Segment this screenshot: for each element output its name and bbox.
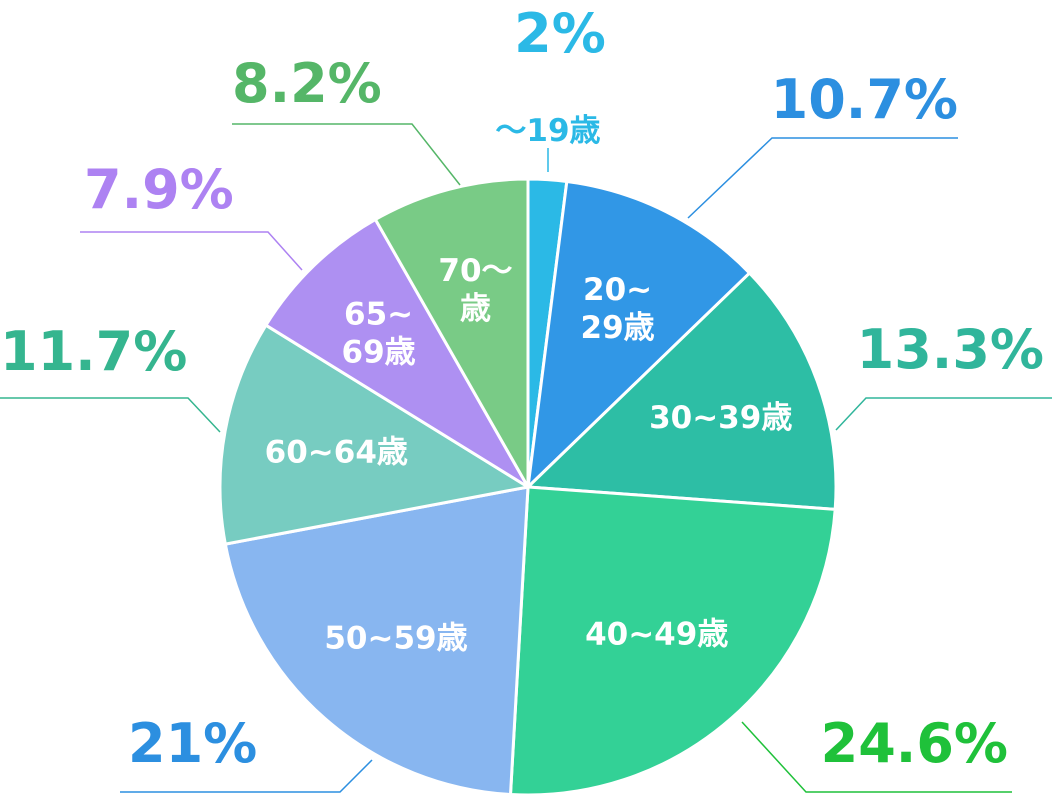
value-label-0: 2% <box>514 2 606 65</box>
slice-category-label: 〜19歳 <box>495 113 600 149</box>
leader-line-7 <box>232 123 461 186</box>
value-label-6: 7.9% <box>84 158 234 221</box>
slice-category-label: 30~39歳 <box>649 400 792 436</box>
leader-line-2 <box>835 397 1052 431</box>
slice-category-line: 69歳 <box>342 334 416 370</box>
slice-category-line: 40~49歳 <box>585 617 728 653</box>
slice-category-line: 29歳 <box>581 310 655 346</box>
leader-line-5 <box>0 397 221 433</box>
pie-slice-1 <box>526 179 752 489</box>
pie-slice-4 <box>223 485 530 796</box>
slice-category-label: 40~49歳 <box>585 617 728 653</box>
slice-category-line: 50~59歳 <box>324 620 467 656</box>
slice-category-line: 60~64歳 <box>265 435 408 471</box>
leader-line-4 <box>120 759 373 793</box>
pie-slice-7 <box>373 177 530 489</box>
pie-slice-5 <box>218 323 530 546</box>
value-label-7: 8.2% <box>232 52 382 115</box>
value-label-4: 21% <box>128 712 257 775</box>
value-label-3: 24.6% <box>821 712 1008 775</box>
slice-category-label: 20~ 29歳 <box>581 272 655 346</box>
pie-slice-2 <box>526 271 838 511</box>
slice-category-line: 65~ <box>344 296 413 332</box>
leader-line-3 <box>741 721 1012 793</box>
slice-category-line: 70〜 <box>438 253 512 289</box>
slice-category-label: 70〜歳 <box>438 253 512 327</box>
slice-category-line: 30~39歳 <box>649 400 792 436</box>
pie-slice-3 <box>508 485 837 797</box>
value-label-5: 11.7% <box>0 320 187 383</box>
value-label-2: 13.3% <box>857 318 1044 381</box>
value-label-1: 10.7% <box>771 68 958 131</box>
slice-category-label: 65~ 69歳 <box>342 296 416 370</box>
slice-category-line: 〜19歳 <box>495 113 600 149</box>
leader-line-1 <box>687 137 958 219</box>
leader-line-6 <box>80 231 303 271</box>
slice-category-label: 60~64歳 <box>265 435 408 471</box>
slice-category-line: 20~ <box>583 272 652 308</box>
pie-slice-6 <box>264 217 530 489</box>
slice-category-line: 歳 <box>460 291 491 327</box>
slice-category-label: 50~59歳 <box>324 620 467 656</box>
